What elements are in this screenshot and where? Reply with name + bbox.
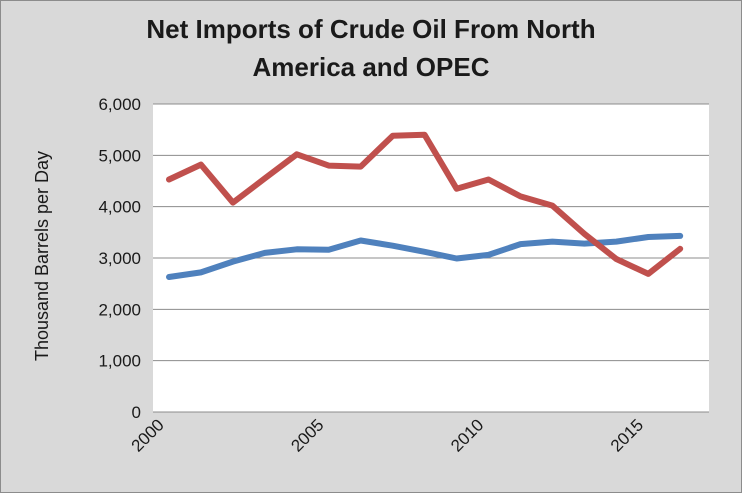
- y-tick-label: 2,000: [98, 300, 141, 319]
- series-line-2: [166, 131, 684, 277]
- chart-title: Net Imports of Crude Oil From North Amer…: [0, 10, 742, 86]
- y-tick-label: 5,000: [98, 146, 141, 165]
- y-tick-label: 4,000: [98, 198, 141, 217]
- x-axis-ticks: 2000 2005 2010 2015: [128, 415, 647, 455]
- series-lines: [166, 131, 684, 280]
- chart-title-line-1: Net Imports of Crude Oil From North: [146, 14, 596, 44]
- y-axis-ticks: 6,000 5,000 4,000 3,000 2,000 1,000 0: [98, 95, 141, 422]
- y-axis-label: Thousand Barrels per Day: [32, 151, 52, 361]
- x-tick-label: 2010: [447, 415, 487, 455]
- y-tick-label: 1,000: [98, 352, 141, 371]
- y-tick-label: 0: [132, 403, 141, 422]
- x-tick-label: 2015: [607, 415, 647, 455]
- y-tick-label: 3,000: [98, 249, 141, 268]
- x-tick-label: 2005: [287, 415, 327, 455]
- chart-title-line-2: America and OPEC: [252, 52, 490, 82]
- y-tick-label: 6,000: [98, 95, 141, 114]
